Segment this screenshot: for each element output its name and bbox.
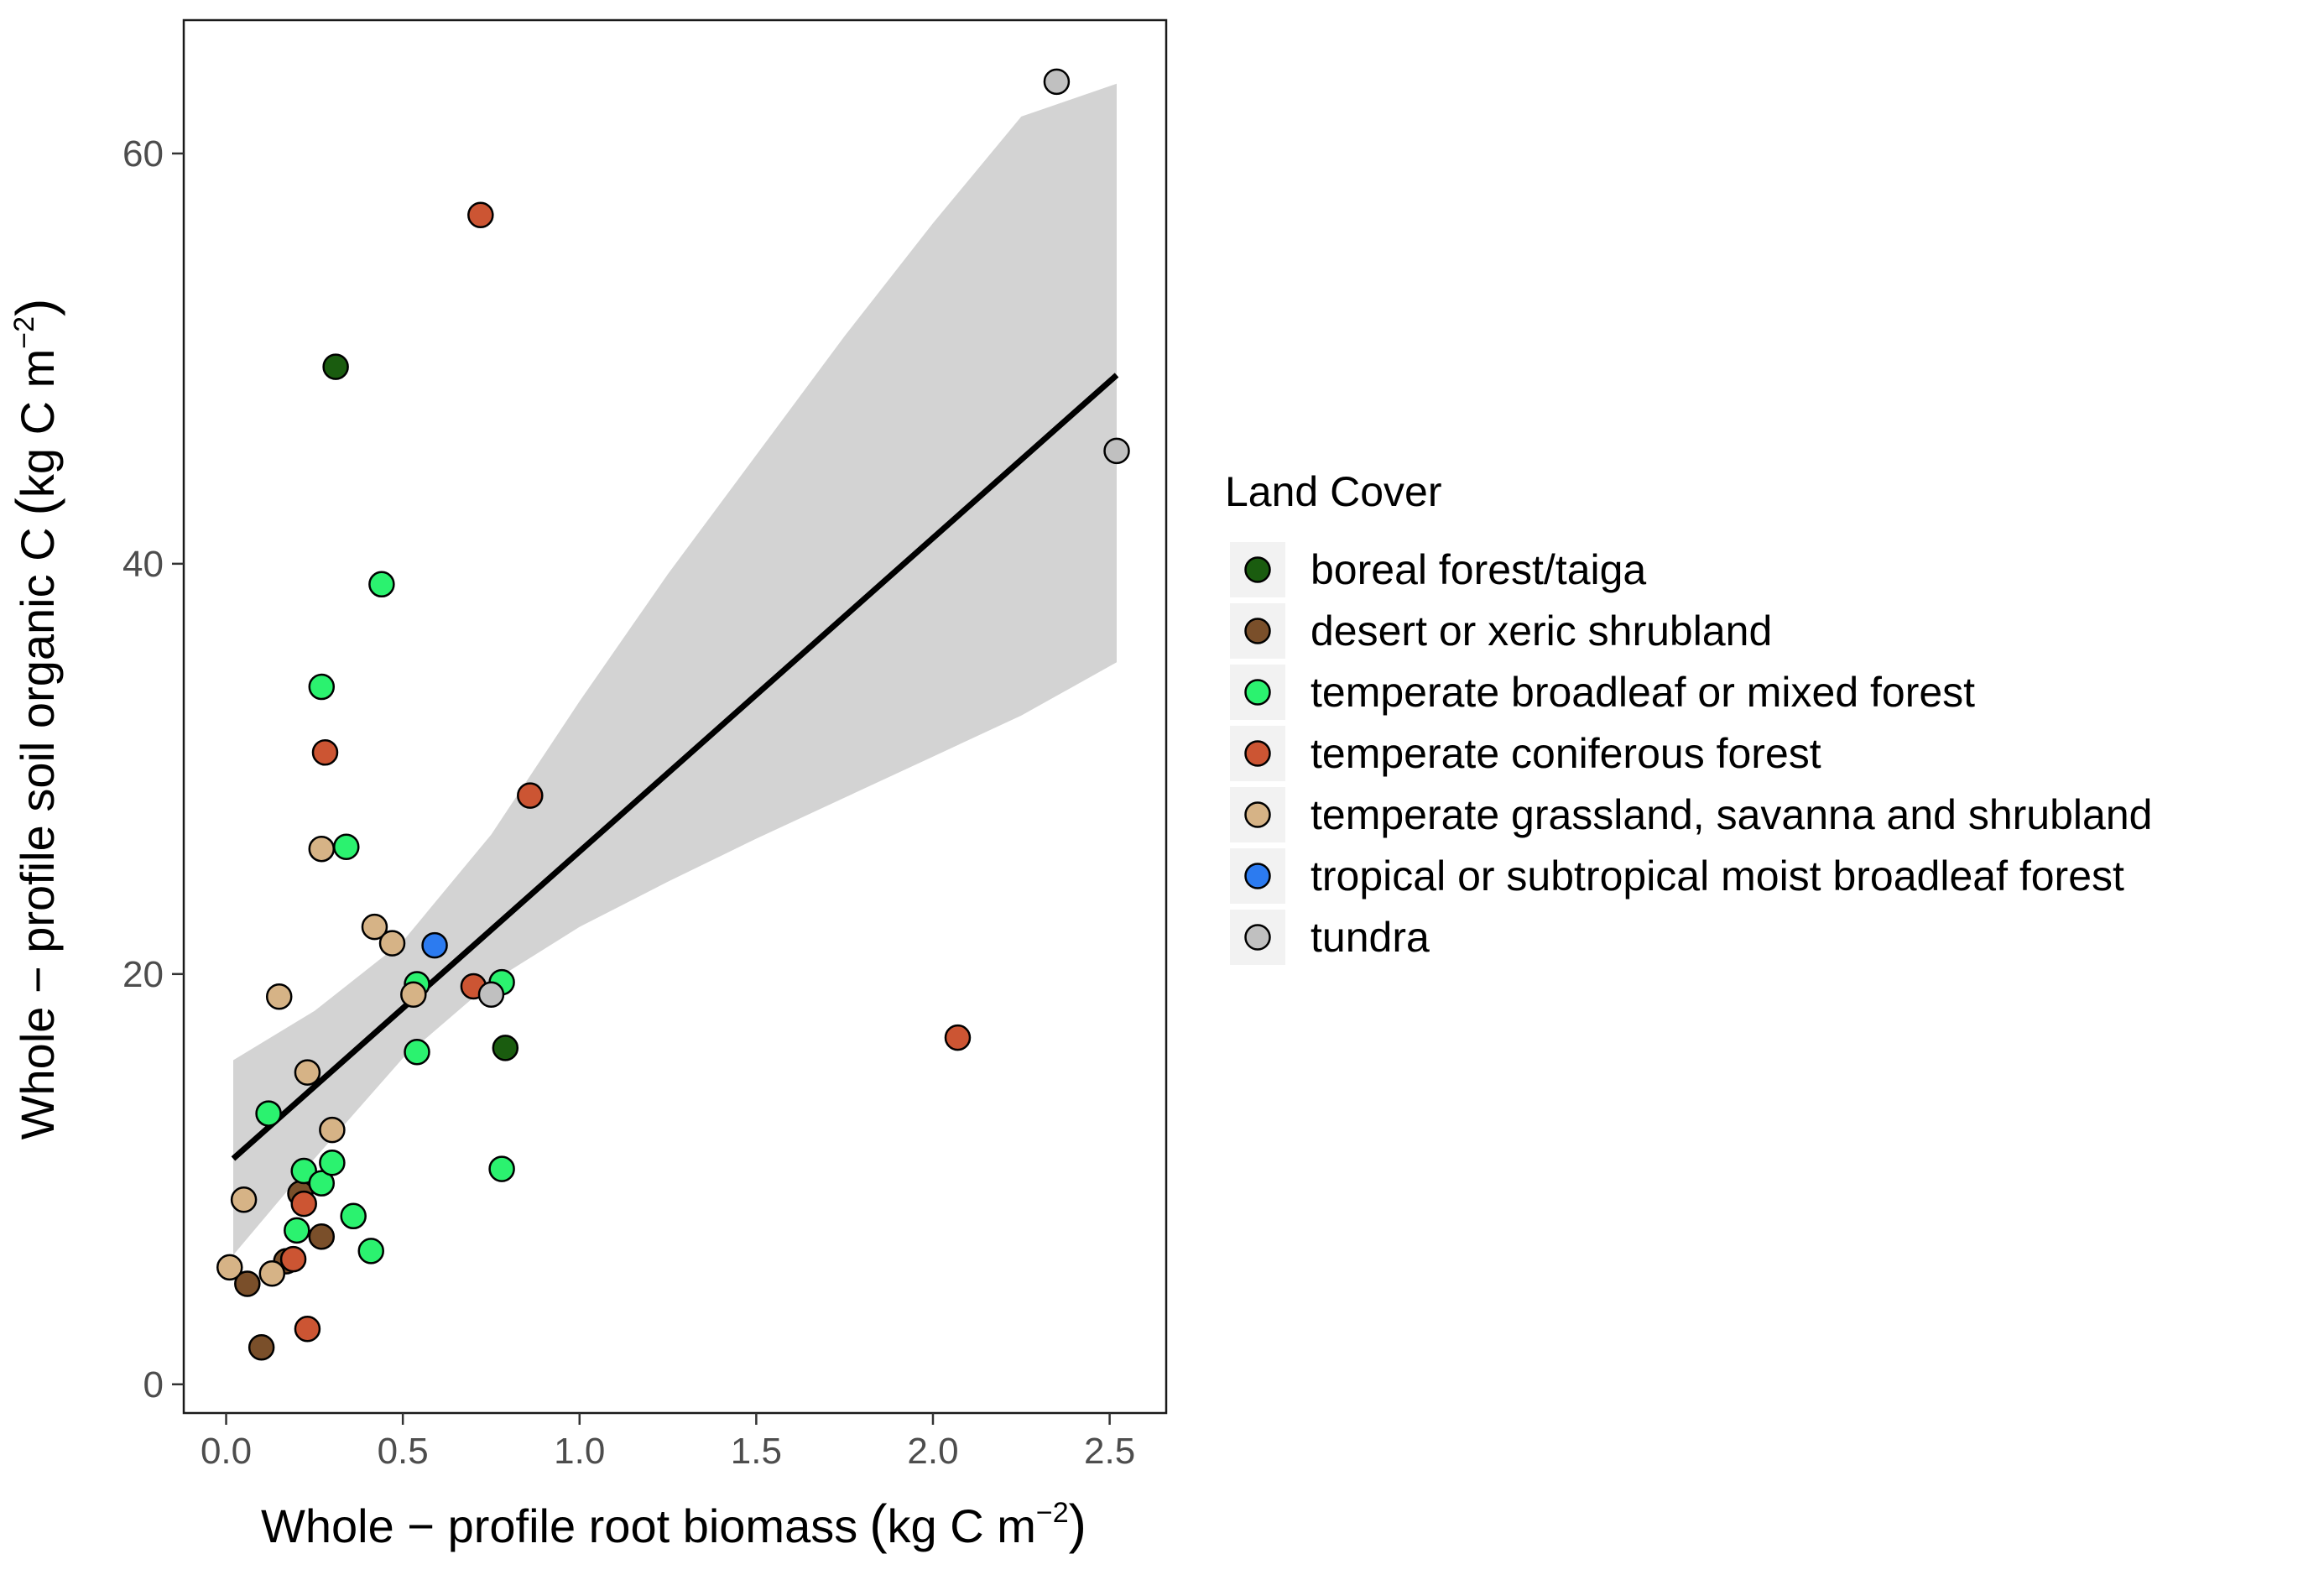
data-point-3-12 <box>404 1038 430 1066</box>
data-point-5-10 <box>400 981 427 1009</box>
legend-label: desert or xeric shrubland <box>1311 607 1772 654</box>
data-point-4-8 <box>944 1024 972 1051</box>
data-point-3-2 <box>284 1217 310 1244</box>
x-tick-label: 0.0 <box>201 1431 252 1472</box>
legend-title: Land Cover <box>1225 468 1442 515</box>
legend-label: temperate coniferous forest <box>1311 730 1821 777</box>
data-point-4-1 <box>279 1245 307 1273</box>
plot-layer: 0.0 0.5 1.0 1.5 2.0 2.5 0 20 40 60 <box>122 18 1168 1472</box>
data-point-3-4 <box>308 1170 336 1197</box>
data-point-5-7 <box>319 1116 346 1144</box>
legend-key-marker <box>1244 618 1271 644</box>
data-point-4-4 <box>311 739 339 766</box>
legend-label: temperate broadleaf or mixed forest <box>1311 669 1975 716</box>
legend-key-marker <box>1244 556 1271 583</box>
data-point-1-2 <box>492 1035 519 1061</box>
data-point-5-6 <box>308 835 336 863</box>
x-axis-title: Whole − profile root biomass (kg C m−2) <box>261 1494 1086 1554</box>
x-tick-label: 0.5 <box>378 1431 429 1472</box>
x-axis-title-text: Whole − profile root biomass <box>261 1499 857 1552</box>
legend: Land Cover boreal forest/taiga desert or … <box>1225 468 2152 965</box>
y-axis-title: Whole − profile soil organic C(kg C m−2) <box>5 299 65 1140</box>
data-point-4-7 <box>517 782 544 809</box>
legend-label: boreal forest/taiga <box>1311 546 1646 593</box>
data-point-3-5 <box>308 673 336 701</box>
data-point-3-7 <box>333 833 360 860</box>
y-tick-label: 20 <box>122 954 164 995</box>
plot-border <box>182 18 1168 1415</box>
y-axis-title-text: Whole − profile soil organic C <box>11 527 64 1139</box>
data-point-5-8 <box>361 913 388 941</box>
data-point-5-1 <box>216 1254 243 1281</box>
data-point-7-1 <box>477 981 505 1009</box>
x-tick-label: 1.0 <box>554 1431 605 1472</box>
data-point-2-5 <box>308 1223 336 1250</box>
legend-key-marker <box>1244 740 1271 767</box>
data-point-2-2 <box>248 1334 275 1361</box>
data-point-5-3 <box>258 1260 286 1287</box>
data-point-3-8 <box>340 1202 367 1230</box>
regression-line <box>231 373 1119 1161</box>
legend-label: temperate grassland, savanna and shrubla… <box>1311 791 2152 838</box>
legend-key-marker <box>1244 801 1271 828</box>
y-tick-label: 40 <box>122 544 164 585</box>
data-point-4-2 <box>290 1190 317 1218</box>
data-point-4-6 <box>467 201 494 229</box>
y-axis-unit-exp: −2 <box>8 316 40 349</box>
y-axis-unit: kg C m <box>11 349 64 498</box>
x-tick-label: 2.0 <box>907 1431 958 1472</box>
x-axis-unit-exp: −2 <box>1036 1497 1069 1529</box>
data-point-5-5 <box>294 1059 321 1086</box>
y-tick-label: 60 <box>122 133 164 175</box>
data-point-3-10 <box>368 571 395 598</box>
y-tick-label: 0 <box>143 1364 164 1405</box>
x-axis-unit: kg C m <box>888 1499 1036 1552</box>
data-point-6-1 <box>421 931 448 959</box>
legend-key-marker <box>1244 679 1271 706</box>
legend-label: tundra <box>1311 914 1430 961</box>
data-point-1-1 <box>322 353 349 380</box>
data-point-7-2 <box>1043 68 1071 96</box>
data-point-7-3 <box>1103 437 1130 465</box>
legend-key-marker <box>1244 924 1271 951</box>
data-point-3-13 <box>488 1155 515 1182</box>
x-tick-label: 1.5 <box>731 1431 782 1472</box>
data-point-4-3 <box>294 1316 321 1343</box>
data-point-5-2 <box>230 1186 258 1213</box>
data-point-5-9 <box>378 930 406 957</box>
x-tick-label: 2.5 <box>1084 1431 1135 1472</box>
legend-key-marker <box>1244 863 1271 889</box>
data-point-2-1 <box>234 1270 261 1297</box>
data-point-3-6 <box>319 1149 346 1176</box>
data-point-3-1 <box>255 1100 282 1127</box>
data-point-5-4 <box>265 983 293 1010</box>
legend-label: tropical or subtropical moist broadleaf … <box>1311 853 2124 900</box>
data-point-3-9 <box>357 1238 384 1265</box>
